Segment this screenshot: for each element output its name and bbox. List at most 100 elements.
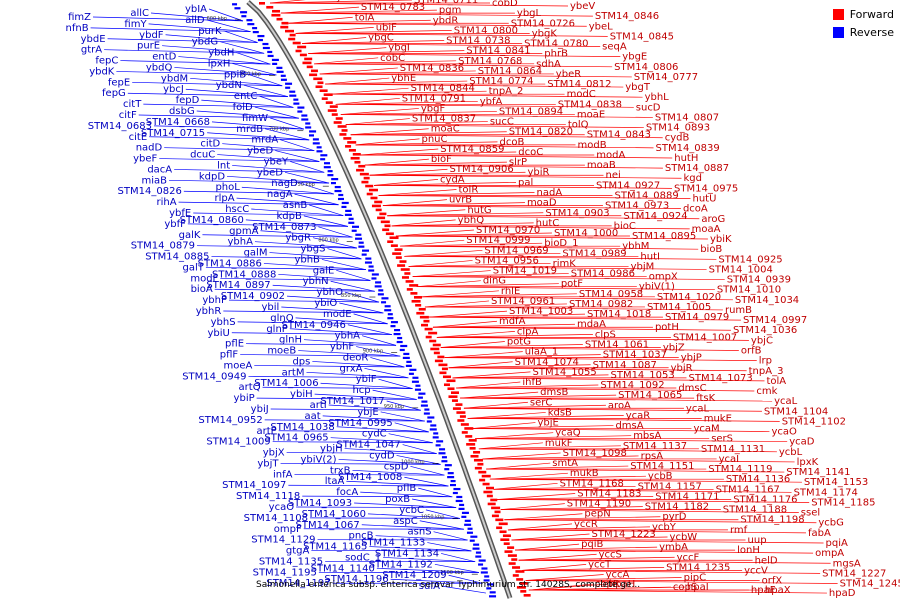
forward-feature bbox=[424, 327, 433, 331]
forward-gene-label: hpaH bbox=[609, 579, 635, 590]
reverse-gene-label: ybjE bbox=[357, 407, 378, 418]
forward-leader-line bbox=[478, 442, 543, 450]
forward-gene-label: STM14_1055 bbox=[532, 367, 596, 378]
forward-gene-label: tolR bbox=[459, 185, 479, 196]
forward-leader-line bbox=[507, 523, 573, 531]
forward-gene-label: ybgF bbox=[421, 103, 446, 114]
reverse-feature bbox=[453, 487, 461, 491]
reverse-leader-line bbox=[162, 45, 265, 54]
forward-feature bbox=[430, 347, 440, 351]
forward-feature bbox=[428, 331, 438, 335]
forward-leader-line bbox=[387, 215, 700, 220]
forward-leader-line bbox=[493, 485, 636, 490]
reverse-leader-line bbox=[178, 56, 271, 65]
reverse-leader-line bbox=[211, 121, 305, 130]
reverse-leader-line bbox=[298, 350, 401, 357]
reverse-leader-line bbox=[251, 208, 344, 216]
reverse-gene-label: trxB bbox=[330, 465, 351, 476]
reverse-leader-line bbox=[286, 452, 437, 454]
forward-leader-line bbox=[493, 482, 558, 490]
forward-leader-line bbox=[360, 154, 673, 159]
forward-leader-line bbox=[518, 556, 675, 561]
forward-gene-label: lrp bbox=[759, 356, 772, 367]
forward-leader-line bbox=[325, 80, 468, 85]
reverse-gene-label: STM14_0949 bbox=[182, 371, 246, 382]
ruler-tick-label: 650 kbp bbox=[241, 71, 261, 77]
reverse-gene-label: dps bbox=[292, 356, 310, 367]
forward-gene-label: STM14_1131 bbox=[701, 444, 765, 455]
reverse-leader-line bbox=[433, 531, 468, 541]
reverse-gene-label: ybjH bbox=[320, 444, 343, 455]
reverse-feature bbox=[394, 329, 401, 332]
reverse-gene-label: moeA bbox=[223, 360, 252, 371]
forward-leader-line bbox=[350, 128, 429, 136]
forward-leader-line bbox=[420, 296, 733, 301]
forward-leader-line bbox=[471, 428, 770, 432]
forward-leader-line bbox=[440, 341, 505, 348]
forward-feature bbox=[502, 534, 511, 538]
reverse-gene-label: ybfF bbox=[164, 219, 186, 230]
reverse-feature bbox=[450, 483, 457, 487]
forward-gene-label: ybjC bbox=[751, 335, 773, 346]
reverse-leader-line bbox=[240, 354, 401, 357]
forward-gene-label: ybgC bbox=[368, 33, 394, 44]
reverse-gene-label: entC bbox=[234, 91, 257, 102]
reverse-leader-line bbox=[419, 520, 464, 530]
forward-gene-label: sucC bbox=[490, 117, 514, 128]
reverse-leader-line bbox=[309, 204, 344, 216]
reverse-gene-label: pncB bbox=[349, 531, 374, 542]
reverse-feature bbox=[297, 110, 303, 113]
reverse-gene-label: lpxH bbox=[208, 58, 231, 69]
forward-gene-label: STM14_1019 bbox=[493, 266, 557, 277]
forward-leader-line bbox=[432, 326, 731, 331]
forward-gene-label: STM14_0927 bbox=[596, 180, 660, 191]
reverse-feature bbox=[405, 364, 412, 367]
reverse-gene-label: ybhR bbox=[196, 306, 222, 317]
reverse-gene-label: bioA bbox=[191, 284, 213, 295]
forward-feature bbox=[456, 411, 466, 414]
forward-feature bbox=[335, 117, 343, 120]
reverse-leader-line bbox=[174, 169, 325, 173]
reverse-gene-label: STM14_1134 bbox=[375, 548, 439, 559]
reverse-feature bbox=[402, 356, 410, 360]
forward-gene-label: ybhL bbox=[645, 92, 670, 103]
reverse-feature bbox=[341, 201, 349, 205]
forward-feature bbox=[399, 260, 407, 263]
forward-leader-line bbox=[528, 589, 827, 594]
reverse-feature bbox=[433, 432, 439, 435]
reverse-leader-line bbox=[321, 259, 366, 270]
forward-feature bbox=[401, 276, 409, 279]
forward-feature bbox=[361, 180, 369, 184]
reverse-gene-label: ybhA bbox=[228, 237, 254, 248]
reverse-feature bbox=[387, 317, 394, 320]
reverse-feature bbox=[480, 571, 488, 574]
forward-gene-label: STM14_1153 bbox=[804, 477, 868, 488]
reverse-gene-label: fimY bbox=[124, 19, 147, 30]
reverse-gene-label: STM14_1108 bbox=[244, 513, 308, 524]
forward-feature bbox=[512, 574, 519, 577]
forward-gene-label: STM14_1245 bbox=[840, 579, 900, 590]
forward-gene-label: ompA bbox=[815, 548, 844, 559]
reverse-gene-label: ybhO bbox=[317, 287, 344, 298]
forward-gene-label: fabA bbox=[808, 528, 831, 539]
forward-gene-label: STM14_1223 bbox=[592, 529, 656, 540]
forward-gene-label: STM14_0774 bbox=[469, 76, 533, 87]
reverse-feature bbox=[441, 460, 448, 463]
reverse-feature bbox=[289, 90, 296, 93]
reverse-leader-line bbox=[150, 12, 244, 22]
forward-gene-label: STM14_1000 bbox=[554, 228, 618, 239]
forward-feature bbox=[457, 419, 465, 422]
reverse-feature bbox=[424, 408, 430, 411]
reverse-feature bbox=[334, 185, 341, 189]
forward-gene-label: dmsB bbox=[540, 387, 568, 398]
forward-leader-line bbox=[528, 583, 607, 591]
reverse-gene-label: STM14_1196 bbox=[324, 574, 388, 585]
forward-feature bbox=[433, 351, 440, 355]
forward-gene-label: moaB bbox=[587, 160, 616, 171]
reverse-feature bbox=[408, 372, 414, 375]
forward-gene-label: ybeR bbox=[556, 69, 581, 80]
reverse-gene-label: STM14_0902 bbox=[221, 291, 285, 302]
reverse-gene-label: ybcJ bbox=[163, 84, 184, 95]
reverse-feature bbox=[483, 579, 490, 582]
forward-leader-line bbox=[308, 47, 387, 55]
